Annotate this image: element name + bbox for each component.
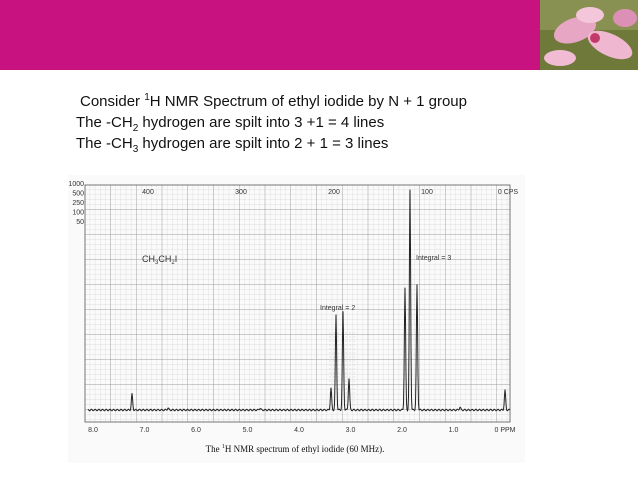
spectrum-image	[68, 175, 525, 463]
text-line: The -CH2 hydrogen are spilt into 3 +1 = …	[76, 114, 384, 134]
ppm-label: 1.0	[449, 427, 459, 434]
text-run: hydrogen are spilt into 3 +1 = 4 lines	[138, 114, 384, 131]
cps-label: 100	[421, 189, 433, 196]
ppm-label: 8.0	[88, 427, 98, 434]
ppm-label: 6.0	[191, 427, 201, 434]
spectrum-trace	[87, 189, 511, 412]
integral-label: Integral = 3	[416, 255, 451, 262]
scale-label: 250	[72, 200, 84, 207]
subscript: 2	[171, 260, 175, 266]
compound-label: CH3CH2I	[142, 254, 177, 266]
header-band	[0, 0, 638, 70]
ppm-label: 4.0	[294, 427, 304, 434]
scale-label: 1000	[68, 181, 84, 188]
superscript: 1	[222, 444, 225, 450]
integral-label: Integral = 2	[320, 305, 355, 312]
cps-label: 300	[235, 189, 247, 196]
scale-label: 500	[72, 191, 84, 198]
scale-label: 100	[72, 210, 84, 217]
scale-label: 50	[76, 219, 84, 226]
subscript: 2	[133, 123, 139, 134]
superscript: 1	[144, 92, 150, 103]
text-run: CH	[142, 254, 155, 264]
text-run: The	[206, 444, 222, 454]
subscript: 3	[155, 260, 159, 266]
text-run: I	[175, 254, 178, 264]
ppm-label: 3.0	[346, 427, 356, 434]
text-run: The -CH	[76, 135, 133, 152]
cps-label: 200	[328, 189, 340, 196]
ppm-label: 5.0	[243, 427, 253, 434]
text-run: hydrogen are spilt into 2 + 1 = 3 lines	[138, 135, 388, 152]
spectrum-labels: 8.0 7.0 6.0 5.0 4.0 3.0 2.0 1.0 0 PPM10005002501…	[68, 181, 518, 454]
ppm-label: 7.0	[140, 427, 150, 434]
text-run: CH	[158, 254, 171, 264]
text-line: The -CH3 hydrogen are spilt into 2 + 1 =…	[76, 135, 388, 155]
caption: The 1H NMR spectrum of ethyl iodide (60 …	[206, 444, 385, 454]
text-run: H NMR Spectrum of ethyl iodide by N + 1 …	[150, 93, 467, 110]
cps-label: 0 CPS	[498, 189, 519, 196]
ppm-label: 2.0	[397, 427, 407, 434]
text-run: The -CH	[76, 114, 133, 131]
text-run: H NMR spectrum of ethyl iodide (60 MHz).	[225, 444, 384, 454]
flower-photo	[540, 0, 638, 70]
text-line: Consider 1H NMR Spectrum of ethyl iodide…	[80, 92, 467, 110]
cps-label: 400	[142, 189, 154, 196]
subscript: 3	[133, 144, 139, 155]
text-run: Consider	[80, 93, 144, 110]
ppm-label: 0 PPM	[494, 427, 515, 434]
slide-text: Consider 1H NMR Spectrum of ethyl iodide…	[76, 92, 467, 155]
